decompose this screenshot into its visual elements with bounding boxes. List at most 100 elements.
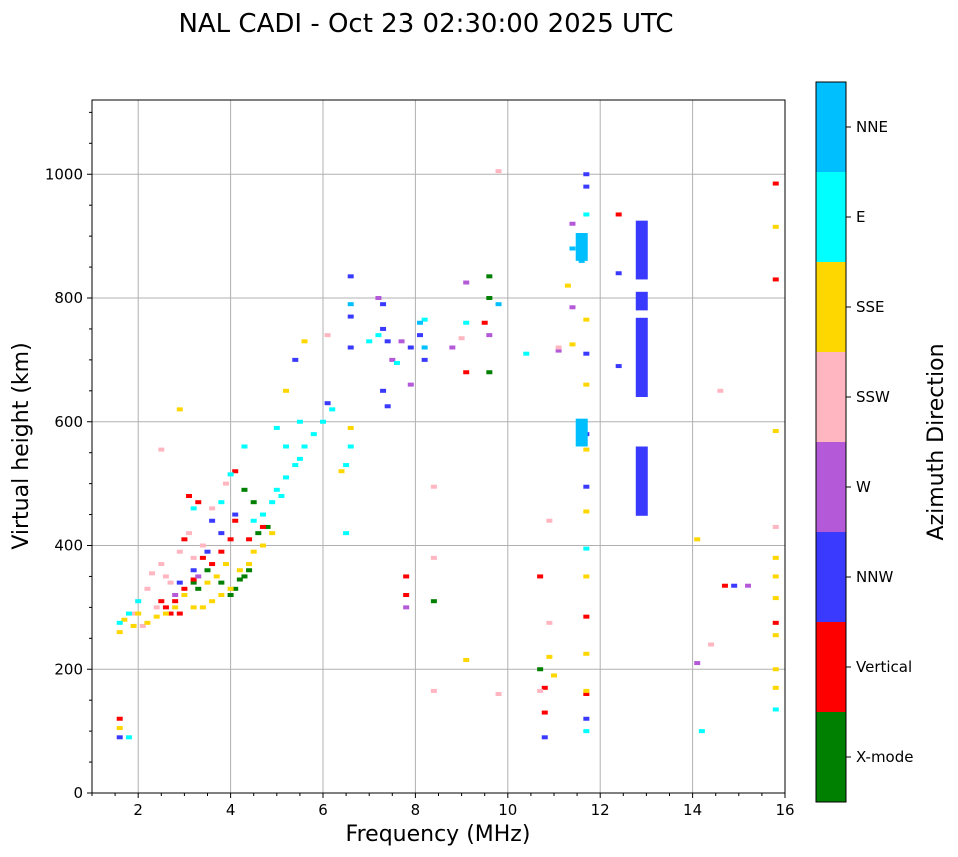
echo-point-x-mode bbox=[241, 487, 248, 492]
echo-point-sse bbox=[338, 469, 345, 474]
echo-point-x-mode bbox=[486, 274, 493, 279]
echo-point-x-mode bbox=[250, 500, 257, 505]
echo-column-nnw bbox=[635, 220, 648, 280]
echo-point-w bbox=[407, 382, 414, 387]
echo-point-ssw bbox=[708, 642, 715, 647]
echo-point-e bbox=[366, 339, 373, 344]
colorbar-label: W bbox=[856, 478, 871, 496]
echo-point-vertical bbox=[209, 562, 216, 567]
echo-point-nnw bbox=[541, 735, 548, 740]
echo-point-e bbox=[329, 407, 336, 412]
echo-point-e bbox=[259, 512, 266, 517]
echo-point-vertical bbox=[181, 537, 188, 542]
echo-point-e bbox=[421, 317, 428, 322]
echo-point-x-mode bbox=[190, 580, 197, 585]
echo-point-ssw bbox=[546, 620, 553, 625]
echo-point-e bbox=[292, 463, 299, 468]
colorbar-swatch bbox=[816, 262, 846, 352]
x-tick-label: 2 bbox=[133, 801, 143, 819]
y-tick-label: 200 bbox=[54, 660, 83, 678]
colorbar-label: SSE bbox=[856, 298, 885, 316]
colorbar-swatch bbox=[816, 442, 846, 532]
echo-point-sse bbox=[772, 685, 779, 690]
echo-point-e bbox=[125, 611, 132, 616]
echo-point-e bbox=[227, 472, 234, 477]
echo-point-vertical bbox=[615, 212, 622, 217]
y-tick-label: 600 bbox=[54, 413, 83, 431]
echo-point-vertical bbox=[541, 710, 548, 715]
colorbar-label: SSW bbox=[856, 388, 890, 406]
colorbar-swatch bbox=[816, 622, 846, 712]
echo-point-e bbox=[343, 463, 350, 468]
echo-point-nnw bbox=[583, 716, 590, 721]
colorbar-label: Vertical bbox=[856, 658, 912, 676]
echo-point-nnw bbox=[583, 484, 590, 489]
echo-point-sse bbox=[772, 574, 779, 579]
echo-column-nne bbox=[575, 418, 588, 447]
echo-point-w bbox=[375, 296, 382, 300]
echo-point-sse bbox=[583, 509, 590, 514]
echo-point-sse bbox=[347, 425, 354, 430]
x-tick-label: 14 bbox=[683, 801, 702, 819]
echo-point-ssw bbox=[176, 549, 183, 554]
y-axis-label: Virtual height (km) bbox=[9, 342, 34, 549]
colorbar-label: E bbox=[856, 208, 865, 226]
echo-point-w bbox=[555, 348, 562, 353]
echo-point-w bbox=[569, 305, 576, 310]
echo-point-vertical bbox=[199, 555, 206, 560]
echo-point-ssw bbox=[555, 345, 562, 350]
echo-point-w bbox=[172, 593, 179, 597]
echo-point-vertical bbox=[772, 277, 779, 282]
echo-point-e bbox=[283, 475, 290, 480]
echo-point-sse bbox=[772, 224, 779, 229]
echo-point-sse bbox=[116, 630, 123, 635]
x-tick-label: 16 bbox=[775, 801, 794, 819]
echo-point-ssw bbox=[772, 524, 779, 529]
echo-point-e bbox=[301, 444, 308, 449]
echo-point-sse bbox=[463, 657, 470, 662]
echo-point-e bbox=[296, 456, 303, 461]
echo-point-vertical bbox=[181, 586, 188, 591]
echo-point-e bbox=[241, 444, 248, 449]
echo-point-x-mode bbox=[486, 370, 493, 375]
echo-point-nnw bbox=[292, 357, 299, 362]
echo-point-e bbox=[278, 494, 285, 498]
y-tick-label: 800 bbox=[54, 289, 83, 307]
echo-point-ssw bbox=[130, 611, 137, 616]
echo-point-ssw bbox=[153, 605, 160, 610]
echo-point-nnw bbox=[347, 274, 354, 279]
echo-point-e bbox=[583, 212, 590, 217]
echo-point-vertical bbox=[403, 574, 410, 579]
echo-point-nnw bbox=[380, 302, 387, 307]
echo-point-vertical bbox=[218, 549, 225, 554]
echo-point-vertical bbox=[403, 593, 410, 597]
echo-point-vertical bbox=[259, 524, 266, 529]
echo-point-sse bbox=[236, 568, 243, 573]
echo-point-nne bbox=[495, 302, 502, 307]
colorbar-swatch bbox=[816, 172, 846, 262]
echo-point-nnw bbox=[204, 549, 211, 554]
echo-point-ssw bbox=[430, 555, 437, 560]
echo-point-e bbox=[375, 333, 382, 338]
echo-column-nnw bbox=[635, 446, 648, 516]
echo-point-ssw bbox=[139, 623, 146, 628]
echo-point-sse bbox=[246, 562, 253, 567]
echo-point-nnw bbox=[218, 531, 225, 536]
colorbar-label: NNW bbox=[856, 568, 893, 586]
echo-point-w bbox=[449, 345, 456, 350]
echo-point-sse bbox=[259, 543, 266, 548]
echo-point-ssw bbox=[495, 169, 502, 174]
echo-point-w bbox=[398, 339, 405, 344]
echo-point-nnw bbox=[583, 172, 590, 177]
echo-point-e bbox=[310, 432, 317, 437]
colorbar-swatch bbox=[816, 712, 846, 802]
echo-column-nnw bbox=[635, 291, 648, 311]
echo-point-nnw bbox=[232, 512, 239, 517]
echo-point-sse bbox=[301, 339, 308, 344]
echo-point-sse bbox=[583, 574, 590, 579]
data-points bbox=[116, 169, 779, 740]
echo-point-sse bbox=[190, 605, 197, 610]
echo-point-e bbox=[283, 444, 290, 449]
echo-point-ssw bbox=[158, 447, 165, 452]
